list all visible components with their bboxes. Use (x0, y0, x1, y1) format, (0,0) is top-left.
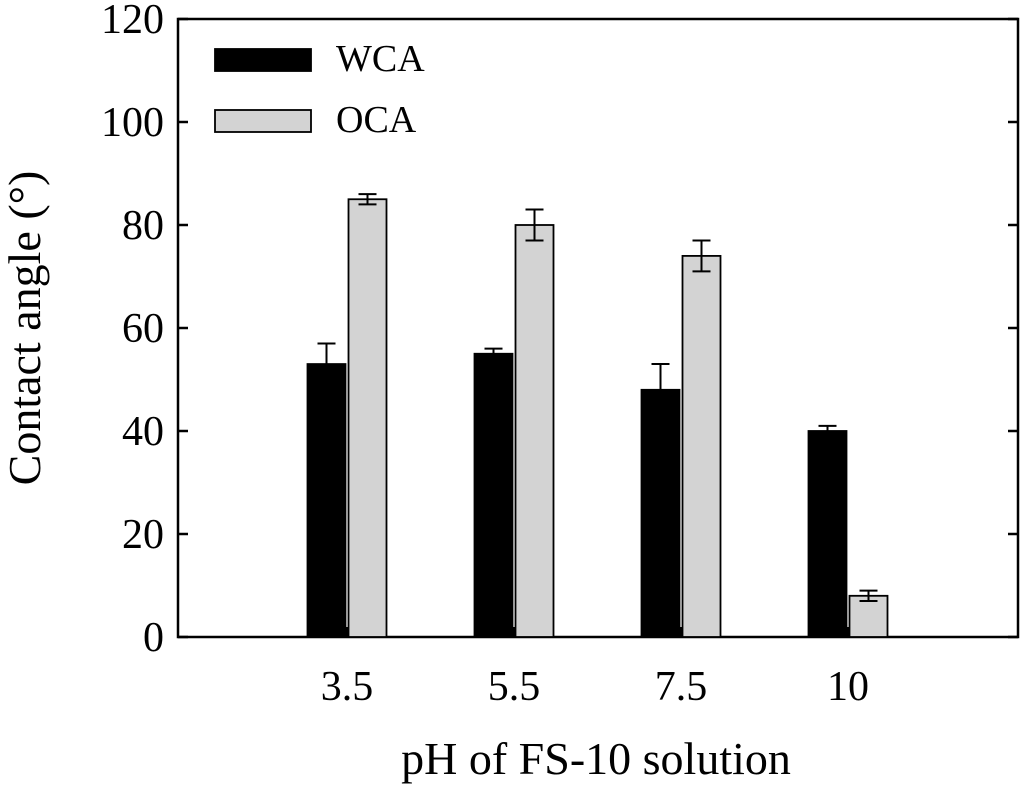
x-tick-label: 3.5 (321, 664, 374, 710)
y-tick-label: 100 (101, 100, 164, 146)
legend-label-wca: WCA (336, 38, 425, 80)
y-axis: 0 20 40 60 80 100 120 (101, 0, 1018, 661)
bar-oca (681, 254, 722, 638)
legend-label-oca: OCA (336, 99, 417, 141)
y-tick-label: 20 (122, 512, 164, 558)
y-tick-label: 80 (122, 203, 164, 249)
x-axis-title: pH of FS-10 solution (401, 733, 791, 784)
bar-wca (473, 352, 514, 638)
y-tick-label: 120 (101, 0, 164, 43)
y-axis-title: Contact angle (°) (0, 171, 50, 486)
y-tick-label: 0 (143, 615, 164, 661)
error-bars (317, 193, 878, 602)
bar-wca (640, 388, 681, 638)
bar-wca (306, 363, 347, 638)
x-axis: 3.5 5.5 7.5 10 (321, 627, 869, 710)
bar-oca (514, 224, 555, 638)
legend: WCA OCA (214, 38, 425, 141)
bar-wca (807, 430, 848, 638)
legend-swatch-oca (214, 109, 312, 133)
x-tick-label: 10 (827, 664, 869, 710)
bars (306, 198, 889, 638)
y-tick-label: 40 (122, 409, 164, 455)
x-tick-label: 7.5 (655, 664, 708, 710)
legend-swatch-wca (214, 48, 312, 72)
bar-oca (347, 198, 388, 638)
x-tick-label: 5.5 (488, 664, 541, 710)
y-tick-label: 60 (122, 306, 164, 352)
bar-oca (848, 594, 889, 638)
